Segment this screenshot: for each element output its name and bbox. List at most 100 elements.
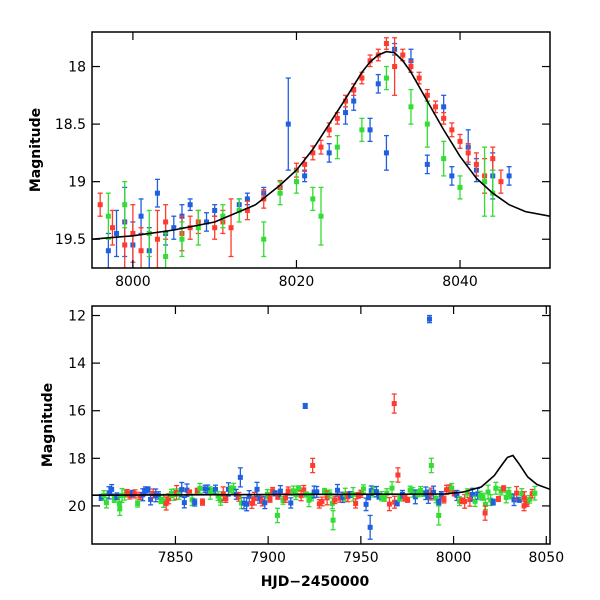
top-plot-frame [91,31,551,269]
point-marker [114,493,120,499]
point-marker [368,488,374,494]
data-point [97,192,103,217]
point-marker [145,487,151,493]
point-marker [251,496,257,502]
data-point [521,500,527,512]
point-marker [135,501,141,507]
point-marker [394,500,400,506]
x-tick-label: 8040 [442,274,478,290]
point-marker [298,493,304,499]
point-marker [306,497,312,503]
point-marker [424,92,430,98]
point-marker [310,150,316,156]
point-marker [302,173,308,179]
point-marker [436,512,442,518]
data-point [220,204,226,229]
point-marker [392,499,398,505]
point-marker [514,490,520,496]
point-marker [334,115,340,121]
y-tick-label: 19.5 [55,232,86,248]
point-marker [326,127,332,133]
point-marker [400,52,406,58]
data-point [225,482,231,497]
point-marker [138,248,144,254]
data-point [334,134,340,160]
point-marker [105,213,111,219]
data-point [274,507,280,524]
point-marker [293,179,299,185]
y-tick-label: 16 [68,404,86,420]
x-tick-label: 7850 [158,550,194,566]
data-point [441,111,447,125]
point-marker [189,497,195,503]
point-marker [277,190,283,196]
point-marker [129,491,135,497]
y-tick-label: 14 [68,356,86,372]
point-marker [521,495,527,501]
bottom-panel-full: 7850 7900 7950 8000 8050 12 14 16 18 20 Magnitude… [40,305,564,590]
point-marker [416,75,422,81]
point-marker [446,486,452,492]
data-point [285,77,291,171]
point-marker [215,493,221,499]
bottom-plot-frame [91,305,551,545]
point-marker [207,490,213,496]
point-marker [158,497,164,503]
data-point [367,54,373,68]
point-marker [383,75,389,81]
top-panel-zoom: 8000 8020 8040 18 18.5 19 19.5 Magnitude [28,31,551,290]
data-point [212,204,218,217]
point-marker [225,486,231,492]
data-point [457,133,463,149]
point-marker [318,144,324,150]
data-point [395,467,401,483]
point-marker [521,503,527,509]
point-marker [425,494,431,500]
point-marker [187,202,193,208]
point-marker [285,488,291,494]
data-point [495,495,501,503]
data-point [501,485,507,492]
point-marker [503,494,509,500]
point-marker [179,236,185,242]
data-point [109,209,115,246]
point-marker [148,496,154,502]
data-point [392,495,398,509]
point-marker [359,75,365,81]
point-marker [464,490,470,496]
point-marker [241,500,247,506]
point-marker [424,161,430,167]
point-marker [228,225,234,231]
point-marker [519,490,525,496]
point-marker [302,161,308,167]
point-marker [501,485,507,491]
point-marker [407,487,413,493]
point-marker [244,207,250,213]
point-marker [316,501,322,507]
data-point [244,200,250,221]
point-marker [261,236,267,242]
point-marker [485,489,491,495]
data-point [228,485,234,494]
point-marker [467,497,473,503]
data-point [465,143,471,163]
point-marker [457,498,463,504]
data-point [480,492,486,501]
point-marker [337,495,343,501]
data-point [529,488,535,499]
data-point [375,73,381,94]
point-marker [301,487,307,493]
point-marker [482,179,488,185]
point-marker [202,486,208,492]
data-point [262,496,268,510]
point-marker [275,494,281,500]
data-point [412,489,418,505]
point-marker [375,81,381,87]
data-point [158,496,164,505]
point-marker [290,488,296,494]
point-marker [389,485,395,491]
point-marker [373,489,379,495]
data-point [319,496,325,507]
data-point [236,198,242,223]
point-marker [482,510,488,516]
